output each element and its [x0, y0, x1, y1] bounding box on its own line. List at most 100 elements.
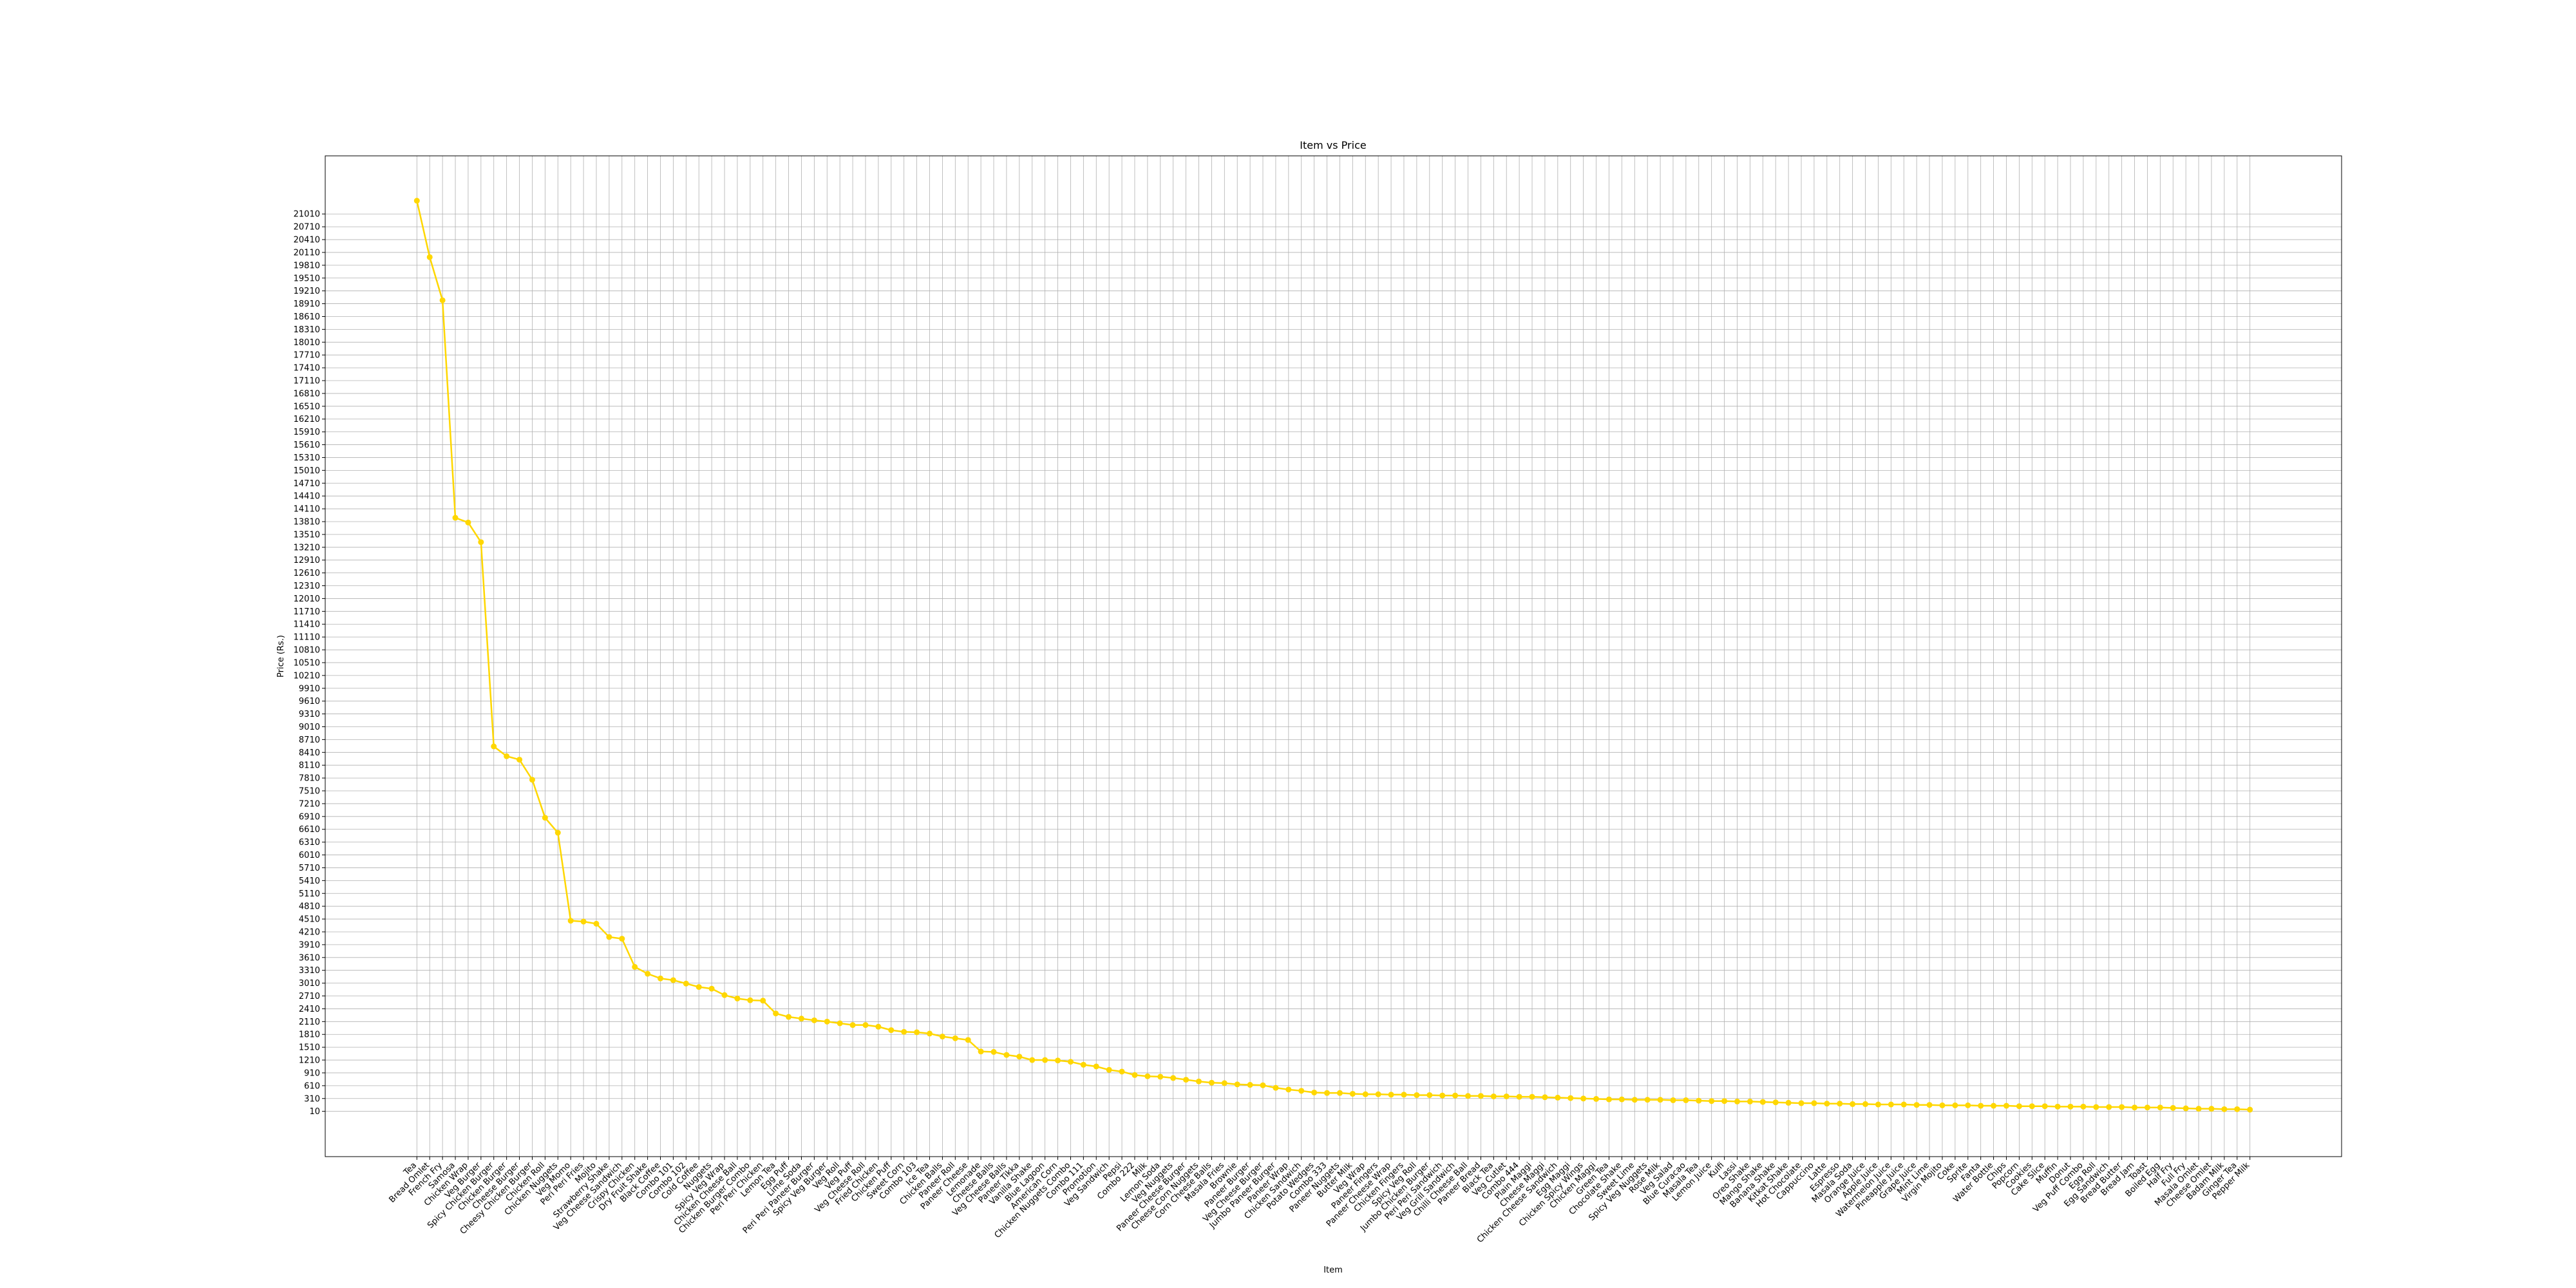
y-tick-label: 19210 [294, 287, 320, 296]
y-tick-label: 6310 [299, 838, 320, 848]
y-tick-label: 2710 [299, 992, 320, 1001]
data-point [1221, 1080, 1227, 1086]
data-point [1247, 1082, 1253, 1088]
y-tick-label: 9610 [299, 697, 320, 706]
data-point [2016, 1103, 2022, 1110]
y-tick-label: 6910 [299, 812, 320, 822]
y-tick-label: 17710 [294, 351, 320, 361]
data-point [1503, 1093, 1510, 1099]
data-point [2041, 1103, 2048, 1110]
data-point [965, 1037, 971, 1043]
data-point [2195, 1106, 2202, 1112]
data-point [1196, 1078, 1202, 1084]
data-point [1080, 1061, 1086, 1068]
y-tick-label: 3010 [299, 979, 320, 989]
y-tick-label: 610 [304, 1081, 320, 1091]
y-tick-label: 1810 [299, 1030, 320, 1040]
data-point [1555, 1094, 1561, 1101]
data-point [1683, 1097, 1689, 1103]
data-point [516, 757, 523, 763]
y-tick-label: 1210 [299, 1056, 320, 1066]
data-point [2093, 1104, 2099, 1110]
y-tick-label: 7210 [299, 799, 320, 809]
data-point [1811, 1100, 1817, 1106]
y-tick-label: 20110 [294, 248, 320, 258]
y-tick-label: 7810 [299, 774, 320, 784]
data-point [606, 934, 612, 940]
y-tick-label: 12610 [294, 569, 320, 578]
data-point [1029, 1057, 1036, 1063]
data-point [1875, 1101, 1881, 1108]
data-point [888, 1027, 895, 1034]
data-point [1888, 1101, 1894, 1108]
data-point [1709, 1098, 1715, 1104]
y-tick-label: 4210 [299, 927, 320, 937]
data-point [478, 539, 484, 545]
data-point [1183, 1077, 1189, 1083]
y-tick-label: 19810 [294, 261, 320, 270]
data-point [1311, 1089, 1318, 1095]
data-point [1490, 1093, 1497, 1099]
y-tick-label: 13510 [294, 530, 320, 540]
data-point [875, 1023, 882, 1030]
y-tick-label: 9010 [299, 723, 320, 732]
y-tick-label: 14110 [294, 505, 320, 515]
data-point [1631, 1097, 1638, 1103]
y-tick-label: 6010 [299, 851, 320, 860]
data-point [1965, 1102, 1971, 1108]
data-point [1529, 1094, 1535, 1100]
data-point [1324, 1090, 1331, 1096]
y-tick-label: 8710 [299, 735, 320, 745]
y-tick-label: 6610 [299, 825, 320, 835]
data-point [1542, 1094, 1548, 1101]
data-point [849, 1022, 856, 1028]
data-point [1298, 1088, 1305, 1094]
data-point [990, 1048, 997, 1055]
data-point [504, 753, 510, 759]
data-point [580, 918, 587, 925]
data-point [2221, 1106, 2228, 1112]
data-point [1260, 1082, 1266, 1088]
data-point [1375, 1091, 1381, 1097]
y-tick-label: 4810 [299, 902, 320, 912]
data-point [645, 971, 651, 977]
data-point [978, 1048, 984, 1055]
y-tick-label: 2410 [299, 1005, 320, 1014]
data-point [1978, 1103, 1984, 1109]
data-point [1464, 1093, 1471, 1099]
y-tick-label: 16810 [294, 389, 320, 399]
y-tick-label: 20710 [294, 223, 320, 232]
y-tick-label: 10210 [294, 671, 320, 681]
data-point [1234, 1081, 1240, 1088]
plot-frame [325, 155, 2342, 1157]
data-point [1900, 1101, 1907, 1108]
data-point [1439, 1092, 1446, 1099]
y-tick-label: 3310 [299, 966, 320, 976]
y-tick-label: 18910 [294, 299, 320, 309]
data-point [632, 963, 638, 970]
y-tick-label: 2110 [299, 1018, 320, 1027]
data-point [1273, 1084, 1279, 1091]
data-point [2234, 1106, 2240, 1112]
data-point [1388, 1092, 1394, 1098]
y-tick-label: 9310 [299, 710, 320, 719]
data-point [1003, 1052, 1010, 1058]
data-point [593, 920, 600, 927]
data-point [1349, 1090, 1356, 1097]
y-tick-label: 18610 [294, 312, 320, 322]
data-point [1926, 1102, 1933, 1108]
data-point [1414, 1092, 1420, 1098]
data-point [1798, 1100, 1804, 1106]
data-point [811, 1017, 817, 1023]
data-point [683, 980, 689, 987]
data-point [2157, 1104, 2163, 1111]
y-tick-label: 17410 [294, 364, 320, 374]
data-point [1119, 1068, 1125, 1075]
y-tick-label: 15610 [294, 440, 320, 450]
data-point [1939, 1102, 1946, 1108]
y-tick-label: 910 [304, 1068, 320, 1078]
y-tick-label: 12910 [294, 556, 320, 565]
data-point [1785, 1099, 1792, 1106]
y-tick-label: 17110 [294, 377, 320, 386]
